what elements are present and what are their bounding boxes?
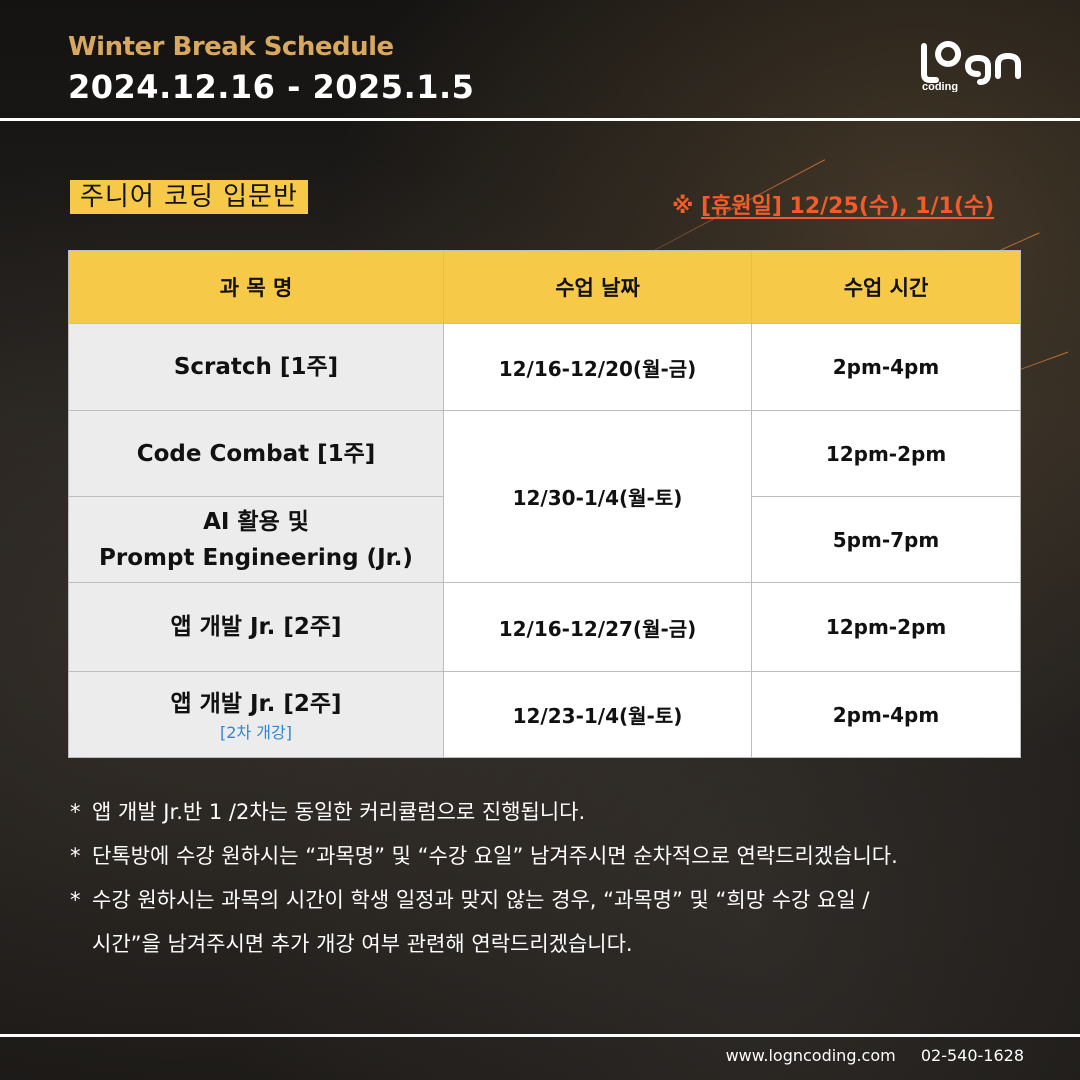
phone-number: 02-540-1628 [920,1046,1024,1065]
class-time: 5pm-7pm [751,496,1021,583]
class-time: 2pm-4pm [751,323,1021,411]
course-name: AI 활용 및 Prompt Engineering (Jr.) [68,496,444,583]
top-divider [0,118,1080,121]
footer: www.logncoding.com 02-540-1628 [726,1046,1024,1065]
note-item: * 수강 원하시는 과목의 시간이 학생 일정과 맞지 않는 경우, “과목명” … [70,878,1050,922]
table-row: 앱 개발 Jr. [2주] [2차 개강] 12/23-1/4(월-토) 2pm… [68,671,1021,758]
notes-list: * 앱 개발 Jr.반 1 /2차는 동일한 커리큘럼으로 진행됩니다. * 단톡방… [70,790,1050,966]
course-name-line: 앱 개발 Jr. [2주] [170,690,342,717]
class-date: 12/23-1/4(월-토) [443,671,752,758]
note-text: 시간”을 남겨주시면 추가 개강 여부 관련해 연락드리겠습니다. [92,932,633,956]
schedule-table: 과 목 명 수업 날짜 수업 시간 Scratch [1주] 12/16-12/… [68,250,1021,758]
class-date: 12/16-12/20(월-금) [443,323,752,411]
course-name-line: Prompt Engineering (Jr.) [99,544,413,571]
bottom-divider [0,1034,1080,1037]
header-time: 수업 시간 [751,250,1021,324]
holiday-marker: ※ [672,194,702,219]
note-bullet: * [70,888,81,912]
class-time: 12pm-2pm [751,410,1021,497]
note-item-continuation: 시간”을 남겨주시면 추가 개강 여부 관련해 연락드리겠습니다. [70,922,1050,966]
course-name: Scratch [1주] [68,323,444,411]
note-bullet: * [70,800,81,824]
course-name: Code Combat [1주] [68,410,444,497]
schedule-subtitle: Winter Break Schedule [68,32,394,62]
header-date: 수업 날짜 [443,250,752,324]
table-row: 앱 개발 Jr. [2주] 12/16-12/27(월-금) 12pm-2pm [68,582,1021,672]
note-text: 앱 개발 Jr.반 1 /2차는 동일한 커리큘럼으로 진행됩니다. [92,800,586,824]
class-time: 2pm-4pm [751,671,1021,758]
class-time: 12pm-2pm [751,582,1021,672]
header-course: 과 목 명 [68,250,444,324]
note-bullet: * [70,844,81,868]
holiday-notice: ※ [휴원일] 12/25(수), 1/1(수) [672,188,994,220]
table-header-row: 과 목 명 수업 날짜 수업 시간 [68,250,1021,324]
note-item: * 앱 개발 Jr.반 1 /2차는 동일한 커리큘럼으로 진행됩니다. [70,790,1050,834]
section-label: 주니어 코딩 입문반 [70,180,308,214]
session-note: [2차 개강] [220,722,292,742]
table-row: Code Combat [1주] 12/30-1/4(월-토) 12pm-2pm [68,410,1021,583]
note-item: * 단톡방에 수강 원하시는 “과목명” 및 “수강 요일” 남겨주시면 순차적으… [70,834,1050,878]
class-date: 12/16-12/27(월-금) [443,582,752,672]
note-text: 수강 원하시는 과목의 시간이 학생 일정과 맞지 않는 경우, “과목명” 및… [92,888,870,912]
note-text: 단톡방에 수강 원하시는 “과목명” 및 “수강 요일” 남겨주시면 순차적으로… [92,844,898,868]
course-name: 앱 개발 Jr. [2주] [68,582,444,672]
svg-text:coding: coding [922,81,958,92]
course-name: 앱 개발 Jr. [2주] [2차 개강] [68,671,444,758]
website-link[interactable]: www.logncoding.com [725,1046,896,1065]
table-row: Scratch [1주] 12/16-12/20(월-금) 2pm-4pm [68,323,1021,411]
course-name-line: AI 활용 및 [203,508,309,535]
logn-coding-logo: coding [921,41,1021,92]
holiday-dates: [휴원일] 12/25(수), 1/1(수) [701,194,995,219]
class-date: 12/30-1/4(월-토) [443,410,752,583]
date-range-title: 2024.12.16 - 2025.1.5 [68,68,475,106]
table-row: AI 활용 및 Prompt Engineering (Jr.) 5pm-7pm [68,496,1021,583]
